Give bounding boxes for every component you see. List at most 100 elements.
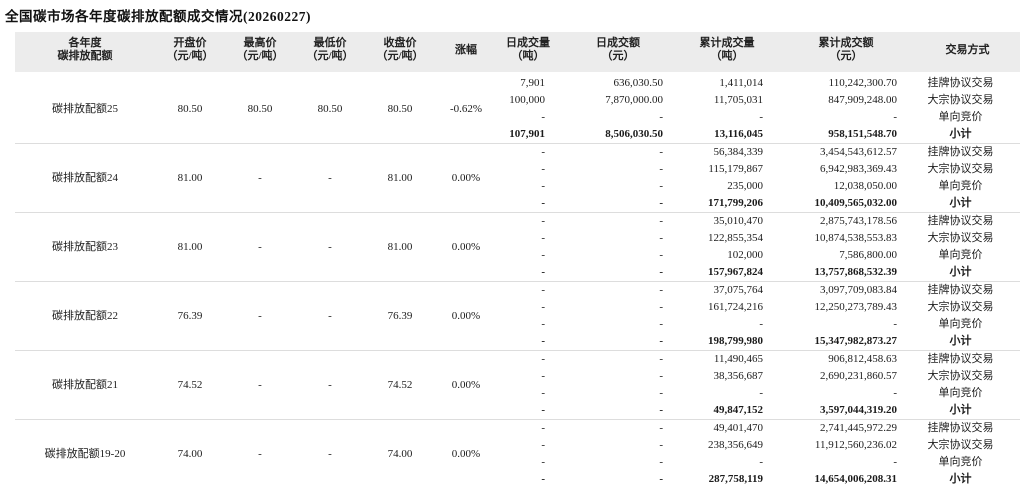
day-volume-cell: - bbox=[497, 212, 559, 230]
trade-method-cell: 挂牌协议交易 bbox=[915, 212, 1020, 230]
trade-method-cell: 单向竞价 bbox=[938, 456, 983, 468]
low-price-cell: - bbox=[295, 350, 365, 420]
trade-method-cell: 单向竞价 bbox=[938, 318, 983, 330]
cum-volume-cell: 1,411,014 bbox=[719, 77, 763, 89]
day-volume-cell: - bbox=[541, 163, 545, 175]
day-amount-cell: - bbox=[659, 370, 663, 382]
table-row: 碳排放配额25 80.50 80.50 80.50 80.50 -0.62% 7,901 63… bbox=[15, 72, 1020, 115]
cum-volume-cell: 38,356,687 bbox=[713, 370, 764, 382]
day-amount-cell: 636,030.50 bbox=[613, 77, 664, 89]
day-amount-cell: - bbox=[659, 456, 663, 468]
table-row: - - 238,356,649 11,912,560,236.02 大宗协议交易 bbox=[15, 437, 1020, 454]
table-row: - - 161,724,216 12,250,273,789.43 大宗协议交易 bbox=[15, 299, 1020, 316]
day-amount-cell: - bbox=[659, 249, 663, 261]
cum-amount-cell: - bbox=[893, 318, 897, 330]
quota-name-cell: 碳排放配额21 bbox=[15, 350, 155, 420]
day-volume-cell: - bbox=[541, 266, 545, 278]
trade-method-cell: 挂牌协议交易 bbox=[927, 77, 994, 89]
cum-volume-cell: 157,967,824 bbox=[708, 266, 763, 278]
trade-method-cell: 挂牌协议交易 bbox=[915, 350, 1020, 368]
close-price-cell: 81.00 bbox=[365, 212, 435, 282]
high-price-cell: 80.50 bbox=[247, 102, 273, 115]
day-volume-cell: 7,901 bbox=[520, 77, 545, 89]
column-header: 收盘价 （元/吨） bbox=[365, 32, 435, 72]
trade-method-cell: 大宗协议交易 bbox=[927, 439, 994, 451]
day-amount-cell: 7,870,000.00 bbox=[605, 94, 663, 106]
day-volume-cell: - bbox=[541, 232, 545, 244]
cum-amount-cell: 906,812,458.63 bbox=[777, 350, 915, 368]
low-price-cell: 80.50 bbox=[317, 102, 343, 115]
cum-amount-cell: 15,347,982,873.27 bbox=[814, 335, 898, 347]
day-amount-cell: - bbox=[559, 281, 677, 299]
table-header: 各年度 碳排放配额 开盘价 （元/吨） 最高价 （元/吨） 最低价 （元/吨） 收盘价 （元/吨）… bbox=[15, 32, 1020, 72]
day-volume-cell: - bbox=[541, 197, 545, 209]
cum-volume-cell: 49,847,152 bbox=[713, 404, 764, 416]
day-amount-cell: - bbox=[659, 197, 663, 209]
trade-method-cell: 挂牌协议交易 bbox=[915, 281, 1020, 299]
trade-method-cell: 大宗协议交易 bbox=[927, 370, 994, 382]
low-price-cell: - bbox=[295, 212, 365, 282]
cum-amount-cell: 110,242,300.70 bbox=[828, 77, 897, 89]
quota-name-cell: 碳排放配额22 bbox=[15, 281, 155, 351]
cum-amount-cell: 2,741,445,972.29 bbox=[777, 419, 915, 437]
cum-volume-cell: 238,356,649 bbox=[708, 439, 763, 451]
low-price-cell: - bbox=[295, 143, 365, 213]
cum-amount-cell: 14,654,006,208.31 bbox=[814, 473, 898, 485]
trade-method-cell: 小计 bbox=[949, 197, 972, 209]
day-volume-cell: 100,000 bbox=[509, 94, 545, 106]
table-row: 碳排放配额24 81.00- -81.00 0.00% - -56,384,339 3,45… bbox=[15, 143, 1020, 213]
cum-volume-cell: - bbox=[759, 318, 763, 330]
table-row: - - 38,356,687 2,690,231,860.57 大宗协议交易 bbox=[15, 368, 1020, 385]
table-row: - - 171,799,206 10,409,565,032.00 小计 bbox=[15, 195, 1020, 213]
table-row: 100,000 7,870,000.00 11,705,031 847,909,248… bbox=[15, 92, 1020, 109]
day-volume-cell: - bbox=[541, 335, 545, 347]
quota-name-cell: 碳排放配额24 bbox=[15, 143, 155, 213]
high-price-cell: - bbox=[225, 281, 295, 351]
day-volume-cell: - bbox=[497, 419, 559, 437]
change-cell: -0.62% bbox=[449, 102, 483, 115]
day-volume-cell: - bbox=[541, 473, 545, 485]
table-row: - - 115,179,867 6,942,983,369.43 大宗协议交易 bbox=[15, 161, 1020, 178]
cum-volume-cell: 37,075,764 bbox=[677, 281, 777, 299]
column-header: 各年度 碳排放配额 bbox=[15, 32, 155, 72]
day-volume-cell: - bbox=[497, 350, 559, 368]
table-row: - - 198,799,980 15,347,982,873.27 小计 bbox=[15, 333, 1020, 351]
high-price-cell: - bbox=[225, 419, 295, 488]
trade-method-cell: 大宗协议交易 bbox=[927, 301, 994, 313]
cum-volume-cell: 235,000 bbox=[727, 180, 763, 192]
close-price-cell: 76.39 bbox=[365, 281, 435, 351]
table-row: 碳排放配额19-20 74.00- -74.00 0.00% - -49,401,470 2… bbox=[15, 419, 1020, 488]
cum-volume-cell: 171,799,206 bbox=[708, 197, 763, 209]
table-row: 107,901 8,506,030.50 13,116,045 958,151,548… bbox=[15, 126, 1020, 144]
page-title: 全国碳市场各年度碳排放配额成交情况(20260227) bbox=[5, 9, 311, 24]
cum-volume-cell: 102,000 bbox=[727, 249, 763, 261]
open-price-cell: 80.50 bbox=[177, 102, 203, 115]
table-row: - - - - 单向竞价 bbox=[15, 385, 1020, 402]
cum-amount-cell: - bbox=[893, 456, 897, 468]
change-cell: 0.00% bbox=[435, 281, 497, 351]
table-row: - - 287,758,119 14,654,006,208.31 小计 bbox=[15, 471, 1020, 488]
trade-method-cell: 单向竞价 bbox=[938, 249, 983, 261]
cum-volume-cell: 161,724,216 bbox=[708, 301, 763, 313]
trade-method-cell: 挂牌协议交易 bbox=[915, 419, 1020, 437]
open-price-cell: 74.00 bbox=[155, 419, 225, 488]
table-row: 碳排放配额22 76.39- -76.39 0.00% - -37,075,764 3,09… bbox=[15, 281, 1020, 351]
cum-volume-cell: 56,384,339 bbox=[677, 143, 777, 161]
day-amount-cell: - bbox=[659, 335, 663, 347]
column-header: 开盘价 （元/吨） bbox=[155, 32, 225, 72]
cum-volume-cell: - bbox=[759, 111, 763, 123]
table-row: 碳排放配额23 81.00- -81.00 0.00% - -35,010,470 2,87… bbox=[15, 212, 1020, 282]
cum-volume-cell: 35,010,470 bbox=[677, 212, 777, 230]
day-volume-cell: - bbox=[541, 370, 545, 382]
trade-method-cell: 单向竞价 bbox=[938, 180, 983, 192]
cum-amount-cell: 11,912,560,236.02 bbox=[814, 439, 897, 451]
open-price-cell: 74.52 bbox=[155, 350, 225, 420]
column-header: 最高价 （元/吨） bbox=[225, 32, 295, 72]
column-header: 累计成交量 （吨） bbox=[677, 32, 777, 72]
table-row: - - 235,000 12,038,050.00 单向竞价 bbox=[15, 178, 1020, 195]
column-header: 涨幅 bbox=[435, 32, 497, 72]
high-price-cell: - bbox=[225, 212, 295, 282]
table-row: - - 122,855,354 10,874,538,553.83 大宗协议交易 bbox=[15, 230, 1020, 247]
quota-name-cell: 碳排放配额19-20 bbox=[15, 419, 155, 488]
cum-amount-cell: 10,874,538,553.83 bbox=[814, 232, 898, 244]
